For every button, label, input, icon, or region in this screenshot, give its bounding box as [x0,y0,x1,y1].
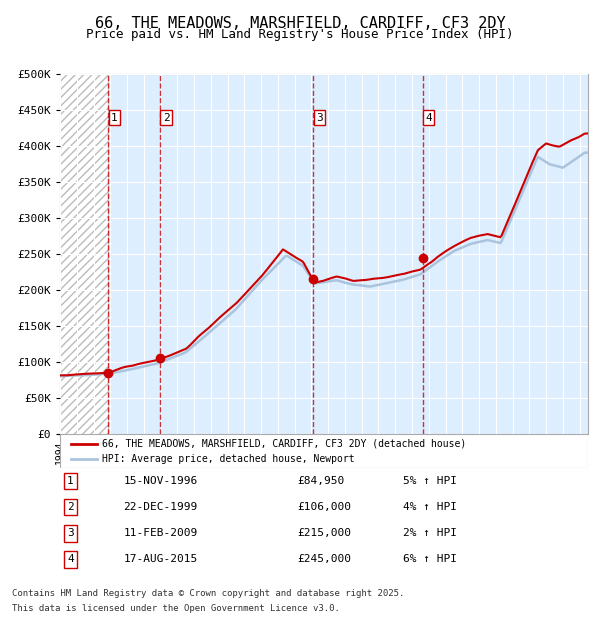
Text: £215,000: £215,000 [298,528,352,538]
Text: 66, THE MEADOWS, MARSHFIELD, CARDIFF, CF3 2DY (detached house): 66, THE MEADOWS, MARSHFIELD, CARDIFF, CF… [102,438,466,448]
Text: 2: 2 [163,113,169,123]
Bar [313,74,422,434]
Text: 2% ↑ HPI: 2% ↑ HPI [403,528,457,538]
Text: 66, THE MEADOWS, MARSHFIELD, CARDIFF, CF3 2DY: 66, THE MEADOWS, MARSHFIELD, CARDIFF, CF… [95,16,505,30]
Text: 15-NOV-1996: 15-NOV-1996 [124,476,197,486]
Bar [160,74,313,434]
Text: This data is licensed under the Open Government Licence v3.0.: This data is licensed under the Open Gov… [12,604,340,613]
Text: 11-FEB-2009: 11-FEB-2009 [124,528,197,538]
Text: £106,000: £106,000 [298,502,352,512]
Bar [60,74,108,434]
Text: 4: 4 [67,554,74,564]
Text: 3: 3 [67,528,74,538]
Bar [60,74,108,434]
Text: Price paid vs. HM Land Registry's House Price Index (HPI): Price paid vs. HM Land Registry's House … [86,28,514,41]
Text: £84,950: £84,950 [298,476,345,486]
Bar [108,74,160,434]
Text: Contains HM Land Registry data © Crown copyright and database right 2025.: Contains HM Land Registry data © Crown c… [12,589,404,598]
Text: £245,000: £245,000 [298,554,352,564]
Text: 2: 2 [67,502,74,512]
Bar [422,74,588,434]
Text: 22-DEC-1999: 22-DEC-1999 [124,502,197,512]
Text: 1: 1 [111,113,118,123]
Text: 6% ↑ HPI: 6% ↑ HPI [403,554,457,564]
Text: 5% ↑ HPI: 5% ↑ HPI [403,476,457,486]
Text: 17-AUG-2015: 17-AUG-2015 [124,554,197,564]
Text: 3: 3 [316,113,323,123]
FancyBboxPatch shape [60,434,588,468]
Text: 4: 4 [425,113,432,123]
Text: 1: 1 [67,476,74,486]
Text: HPI: Average price, detached house, Newport: HPI: Average price, detached house, Newp… [102,454,355,464]
Text: 4% ↑ HPI: 4% ↑ HPI [403,502,457,512]
